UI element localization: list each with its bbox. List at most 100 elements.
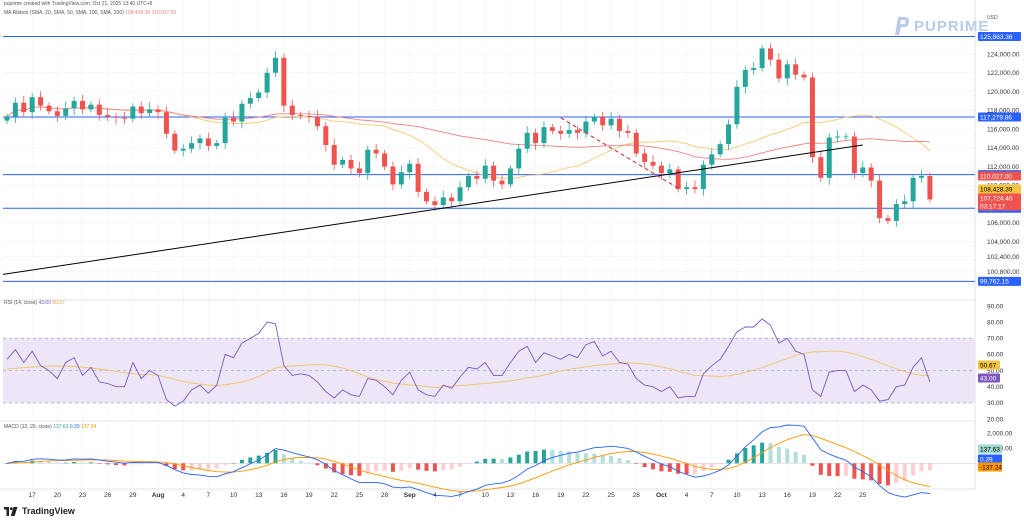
candle-body: [147, 109, 153, 114]
macd-histogram-bar: [516, 454, 521, 464]
candle-body: [180, 148, 186, 151]
ma-ribbon-values: 108,428.39 110,027.00: [125, 10, 177, 16]
macd-value-tag: [978, 444, 1002, 454]
macd-histogram-bar: [558, 450, 563, 464]
candle-body: [583, 121, 589, 133]
macd-histogram-bar: [692, 463, 697, 475]
candle-body: [910, 177, 916, 202]
macd-histogram-bar: [802, 454, 807, 464]
time-tick-label: 22: [834, 492, 842, 499]
macd-histogram-bar: [348, 463, 353, 476]
current-price-tag-label: 110,027.00: [980, 173, 1012, 180]
macd-histogram-bar: [701, 463, 706, 472]
rsi-legend[interactable]: RSI (14, close) 43.00 50.67: [4, 300, 65, 306]
macd-histogram-bar: [63, 462, 68, 464]
time-tick-label: 23: [79, 492, 87, 499]
ma-ribbon-legend[interactable]: MA Ribbon (SMA, 20, SMA, 50, SMA, 100, S…: [4, 10, 176, 16]
time-tick-label: 4: [433, 492, 437, 499]
current-price-tag: [978, 193, 1021, 203]
candle-body: [390, 166, 396, 185]
macd-histogram-bar: [55, 462, 60, 464]
macd-histogram-bar: [399, 463, 404, 471]
candle-body: [415, 163, 421, 192]
candle-body: [885, 218, 891, 221]
time-tick-label: 28: [633, 492, 641, 499]
macd-legend[interactable]: MACD (12, 26, close) 137.63 0.39 137.24: [4, 424, 96, 430]
candle-body: [29, 97, 35, 113]
macd-histogram-bar: [197, 463, 202, 470]
price-tick-label: 116,000.00: [987, 126, 1019, 133]
trendlines: [2, 117, 863, 275]
macd-histogram-bar: [256, 455, 261, 464]
macd-histogram-bar: [844, 463, 848, 476]
macd-histogram-bar: [130, 463, 135, 465]
rsi-tick-label: 40.00: [987, 384, 1004, 391]
macd-histogram-bar: [508, 457, 513, 464]
macd-hist-legend-value: 137.63: [53, 424, 69, 430]
time-tick-label: 16: [532, 492, 540, 499]
macd-histogram-bar: [273, 450, 278, 464]
macd-histogram-bar: [416, 463, 421, 470]
candle-body: [298, 114, 304, 116]
candle-body: [784, 64, 790, 79]
rsi-tick-label: 70.00: [987, 336, 1004, 343]
macd-histogram-bar: [684, 463, 689, 475]
macd-tick-label: 2,000.00: [987, 430, 1013, 437]
macd-histogram-bar: [189, 463, 194, 471]
macd-histogram-bar: [567, 451, 572, 464]
candle-body: [927, 175, 933, 200]
macd-histogram-bar: [466, 463, 471, 464]
candle-body: [365, 149, 371, 174]
level-price-tag-label: 117,279.86: [980, 114, 1012, 121]
time-tick-label: Aug: [152, 492, 165, 499]
current-price-tag-label: 03:17:17: [980, 203, 1006, 210]
candle-body: [465, 175, 471, 188]
macd-histogram-bar: [357, 463, 362, 476]
macd-histogram-bar: [164, 463, 169, 467]
candle-body: [566, 129, 572, 134]
ma-50-line: [6, 106, 930, 160]
macd-histogram-bar: [609, 455, 614, 464]
rsi-ma-line: [6, 350, 930, 388]
macd-histogram-bar: [726, 459, 731, 464]
macd-histogram-bar: [533, 451, 538, 464]
candle-body: [868, 167, 874, 181]
macd-value-tag-label: 137.63: [980, 446, 1000, 453]
macd-value-tag-label: 0.39: [980, 456, 993, 463]
tradingview-logo[interactable]: TradingView: [4, 506, 75, 516]
candle-body: [667, 169, 673, 174]
candle-body: [197, 138, 203, 144]
time-tick-label: 19: [809, 492, 817, 499]
macd-histogram-bar: [709, 463, 714, 468]
macd-histogram-bar: [743, 448, 748, 464]
candle-body: [231, 117, 237, 122]
candle-body: [860, 167, 866, 174]
macd-histogram-bar: [105, 463, 110, 465]
candle-body: [507, 168, 513, 185]
price-tick-label: 124,000.00: [987, 51, 1020, 58]
candle-body: [482, 165, 488, 179]
candle-body: [684, 187, 690, 190]
macd-histogram-bar: [827, 463, 832, 476]
candle-body: [776, 59, 782, 79]
puprime-logo: PUPRIME: [894, 16, 989, 36]
candle-body: [516, 148, 522, 169]
macd-histogram-bar: [667, 463, 672, 472]
macd-histogram-bar: [835, 463, 840, 477]
rsi-value-tag-label: 50.67: [980, 362, 997, 369]
macd-pane: [3, 424, 975, 498]
time-tick-label: 17: [29, 492, 37, 499]
macd-histogram-bar: [424, 463, 429, 471]
candle-body: [851, 136, 857, 174]
macd-value-tag: [978, 454, 1002, 464]
candle-body: [751, 68, 757, 70]
time-tick-label: 13: [507, 492, 515, 499]
candle-body: [4, 116, 10, 121]
macd-histogram-bar: [902, 463, 907, 481]
candle-body: [809, 77, 815, 158]
candle-body: [893, 204, 899, 221]
macd-histogram-bar: [810, 463, 815, 466]
time-tick-label: 19: [557, 492, 565, 499]
macd-histogram-bar: [583, 453, 588, 464]
